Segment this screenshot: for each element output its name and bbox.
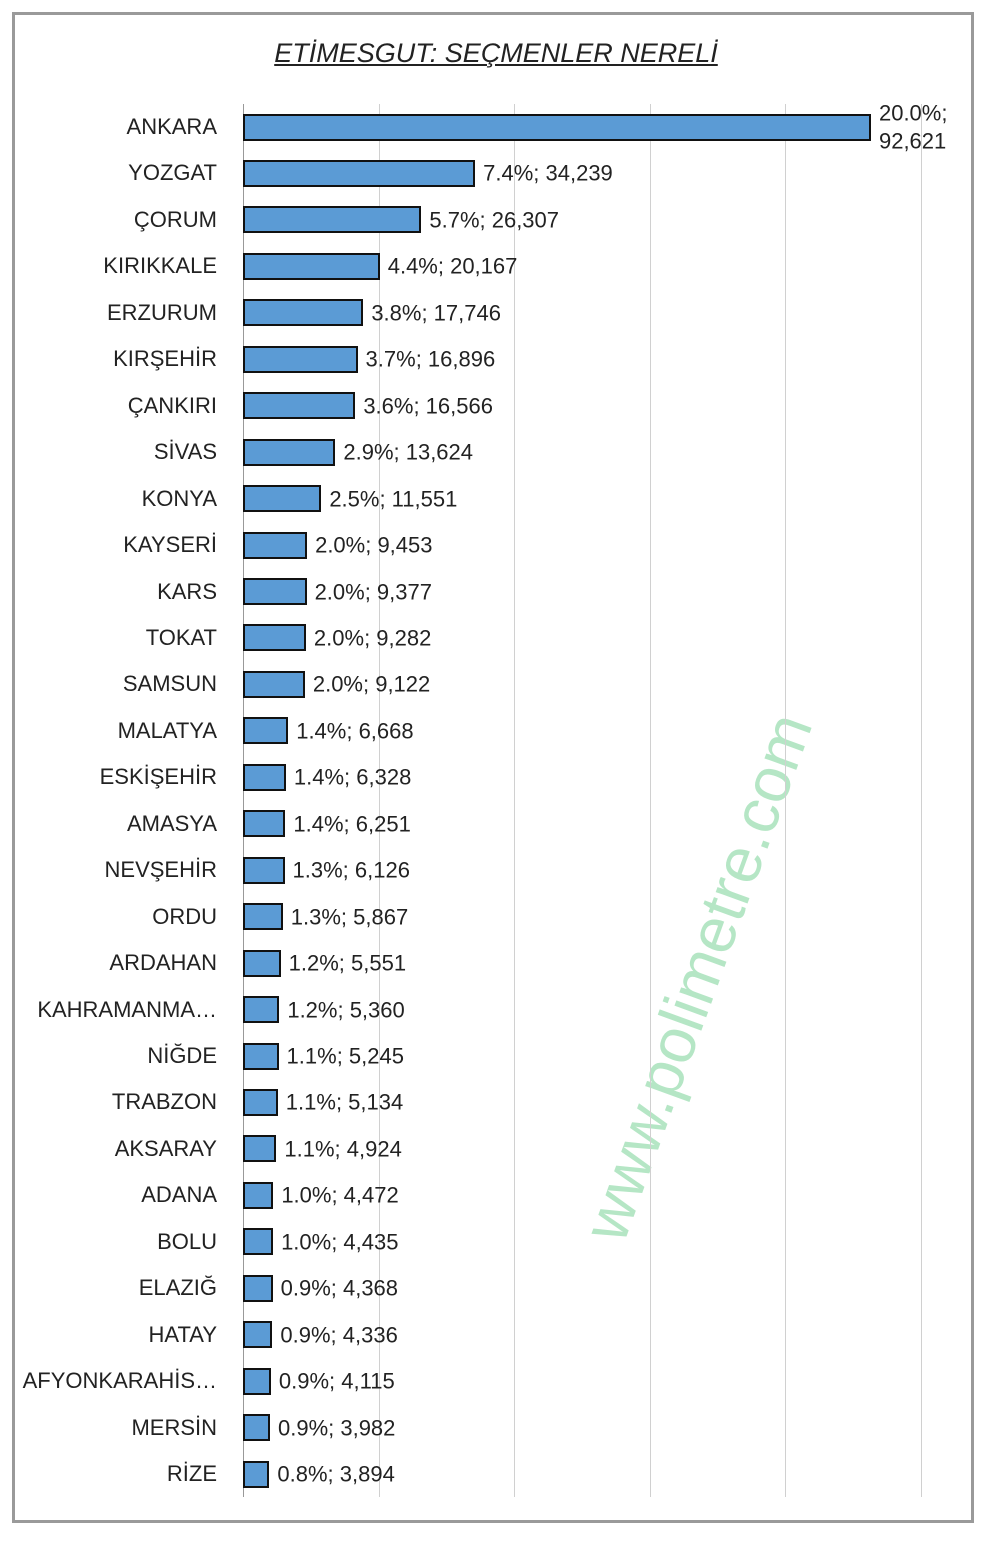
value-label: 3.7%; 16,896 [365, 346, 496, 372]
y-tick-label: ELAZIĞ [138, 1275, 217, 1301]
y-tick-label: ESKİŞEHİR [99, 764, 217, 790]
bar [243, 670, 305, 698]
bar [243, 856, 285, 884]
y-tick-label: NEVŞEHİR [104, 857, 217, 883]
grid-line [514, 104, 516, 1497]
y-tick-label: AMASYA [126, 810, 217, 836]
y-tick-label: SİVAS [153, 439, 217, 465]
y-tick-label: ÇORUM [133, 206, 217, 232]
bar [243, 206, 422, 234]
bar [243, 1181, 274, 1209]
y-tick-label: KAYSERİ [123, 532, 217, 558]
value-label: 1.0%; 4,435 [281, 1229, 399, 1255]
bar [243, 1321, 273, 1349]
y-tick-label: SAMSUN [122, 671, 217, 697]
bar [243, 113, 871, 141]
value-label: 2.0%; 9,122 [312, 671, 431, 697]
value-label: 2.9%; 13,624 [343, 439, 474, 465]
bar [243, 1414, 270, 1442]
bar [243, 299, 364, 327]
bar [243, 345, 358, 373]
value-label: 0.9%; 3,982 [277, 1414, 396, 1440]
value-label: 4.4%; 20,167 [387, 253, 518, 279]
value-label: 2.0%; 9,282 [313, 625, 432, 651]
value-label: 1.4%; 6,668 [296, 718, 414, 744]
value-label: 2.0%; 9,377 [314, 578, 432, 604]
y-tick-label: HATAY [148, 1321, 217, 1347]
bar [243, 159, 476, 187]
bar [243, 1367, 271, 1395]
value-label: 1.3%; 6,126 [292, 857, 410, 883]
bar [243, 485, 322, 513]
value-label: 3.6%; 16,566 [363, 392, 493, 418]
bar [243, 1042, 279, 1070]
value-label: 2.5%; 11,551 [329, 485, 458, 511]
value-label: 0.9%; 4,336 [280, 1321, 398, 1347]
value-label: 1.2%; 5,360 [287, 996, 405, 1022]
value-label: 2.0%; 9,453 [315, 532, 433, 558]
y-tick-label: KIRIKKALE [103, 253, 217, 279]
grid-line [378, 104, 380, 1497]
value-label: 1.1%; 5,134 [285, 1089, 404, 1115]
bar [243, 1228, 274, 1256]
bar [243, 1274, 273, 1302]
grid-line [921, 104, 922, 1497]
bar [243, 624, 306, 652]
value-label: 1.4%; 6,251 [293, 811, 411, 836]
chart-title: ETİMESGUT: SEÇMENLER NERELİ [274, 38, 718, 68]
y-tick-label: ANKARA [126, 114, 217, 139]
value-label: 1.1%; 4,924 [284, 1136, 402, 1162]
y-tick-label: ERZURUM [107, 299, 217, 325]
bar [243, 810, 286, 838]
y-tick-label: TOKAT [145, 624, 217, 650]
value-label: 7.4%; 34,239 [483, 160, 613, 186]
y-tick-label: MALATYA [117, 717, 217, 743]
y-tick-label: YOZGAT [128, 160, 217, 186]
value-label: 0.8%; 3,894 [277, 1461, 395, 1487]
bar [243, 717, 289, 745]
bar [243, 903, 283, 931]
grid-line [649, 104, 651, 1497]
y-tick-label: AKSARAY [114, 1135, 217, 1161]
bar [243, 531, 308, 559]
y-tick-label: KAHRAMANMA… [37, 996, 217, 1022]
bar [243, 1088, 278, 1116]
value-label: 1.3%; 5,867 [290, 903, 409, 929]
y-tick-label: KARS [157, 578, 217, 604]
bar [243, 578, 307, 605]
y-tick-label: ORDU [152, 903, 217, 929]
y-tick-label: KIRŞEHİR [113, 346, 217, 372]
value-label: 1.0%; 4,472 [281, 1182, 399, 1208]
y-tick-label: BOLU [157, 1228, 217, 1254]
value-label: 1.2%; 5,551 [288, 950, 407, 976]
bar [243, 252, 380, 280]
bar [243, 949, 281, 977]
value-label: 0.9%; 4,115 [278, 1368, 395, 1394]
value-label: 1.1%; 5,245 [286, 1043, 404, 1069]
y-tick-label: ARDAHAN [109, 950, 217, 976]
value-label: 1.4%; 6,328 [293, 764, 412, 790]
y-tick-label: NİĞDE [147, 1043, 217, 1068]
y-tick-label: ÇANKIRI [127, 392, 217, 418]
y-tick-label: KONYA [141, 485, 217, 511]
grid-line [785, 104, 787, 1497]
bar [243, 996, 280, 1024]
y-tick-label: TRABZON [111, 1089, 217, 1115]
grid-line [243, 104, 244, 1497]
bar [243, 392, 356, 420]
bar [243, 1460, 270, 1488]
chart-frame [12, 12, 974, 1523]
y-tick-label: ADANA [141, 1182, 217, 1208]
value-label: 0.9%; 4,368 [280, 1275, 399, 1301]
bar [243, 438, 336, 466]
y-tick-label: AFYONKARAHİS… [22, 1368, 217, 1394]
y-tick-label: MERSİN [131, 1414, 217, 1440]
y-tick-label: RİZE [166, 1461, 217, 1487]
value-label: 3.8%; 17,746 [371, 300, 501, 326]
bar [243, 763, 286, 791]
value-label: 5.7%; 26,307 [429, 207, 560, 233]
value-label: 20.0%; 92,621 [878, 100, 948, 154]
bar [243, 1135, 277, 1163]
